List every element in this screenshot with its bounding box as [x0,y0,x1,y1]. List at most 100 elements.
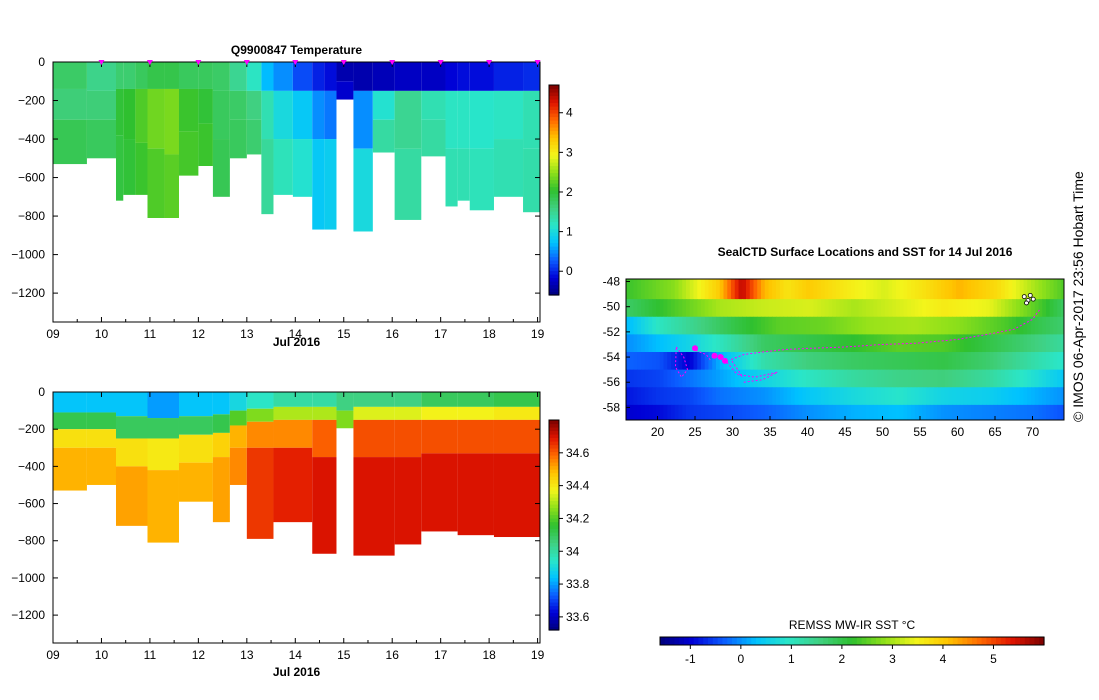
temperature-cell [115,62,124,89]
sst-cell [671,316,676,335]
sst-cell [693,369,698,388]
sst-cell [731,334,736,353]
sst-cell [663,369,668,388]
sst-cell [1042,404,1047,420]
sst-map-x-tick-label: 35 [763,425,777,439]
sst-cell [1016,387,1021,406]
sst-cell [937,352,942,371]
sst-map-y-tick-label: -50 [603,300,621,314]
sst-cell [708,334,713,353]
sst-cell [1053,404,1058,420]
sst-cell [918,369,923,388]
temperature-colorbar-segment [549,102,559,107]
salinity-colorbar-segment [549,598,559,603]
sst-cell [1038,387,1043,406]
sst-cell [734,316,740,335]
sst-cell [644,369,650,388]
sst-cell [963,404,968,420]
sst-cell [944,316,950,335]
sst-cell [971,279,976,300]
sst-cell [884,316,890,335]
sst-cell [794,404,800,420]
sst-cell [633,369,638,388]
sst-colorbar-segment [732,637,738,645]
sst-cell [1004,334,1010,353]
sst-cell [779,387,785,406]
sst-cell [712,404,717,420]
sst-cell [764,404,770,420]
sst-cell [719,299,725,318]
salinity-cell [273,447,313,523]
temperature-cell [115,88,124,136]
sst-cell [929,352,935,371]
sst-cell [873,369,878,388]
sst-cell [1027,299,1032,318]
sst-cell [869,369,875,388]
sst-cell [956,352,961,371]
sst-cell [697,334,702,353]
sst-cell [824,334,830,353]
sst-cell [854,404,860,420]
sst-cell [772,316,777,335]
sst-cell [839,279,845,300]
salinity-cell [115,392,148,417]
sst-cell [663,352,668,371]
salinity-colorbar-segment [549,476,559,481]
sst-cell [1031,279,1036,300]
sst-colorbar-segment [813,637,819,645]
sst-cell [986,279,991,300]
sst-cell [779,334,785,353]
sst-cell [764,387,770,406]
sst-cell [1023,369,1028,388]
seal-track [693,308,1041,378]
sst-cell [813,404,818,420]
sst-cell [641,404,646,420]
sst-cell [914,334,920,353]
sst-cell [854,334,860,353]
sst-cell [1023,279,1028,300]
sst-cell [626,352,631,371]
sst-cell [697,387,702,406]
sst-cell [648,279,653,300]
sst-cell [663,334,668,353]
temperature-cell [469,62,494,91]
sst-cell [716,299,721,318]
salinity-colorbar-segment [549,490,559,495]
sst-cell [686,316,691,335]
sst-cell [734,334,740,353]
sst-cell [813,299,818,318]
sst-cell [686,279,691,300]
sst-cell [659,352,665,371]
sst-cell [704,299,710,318]
salinity-colorbar-segment [549,539,559,544]
temperature-cell [178,131,199,176]
sst-cell [806,387,811,406]
sst-cell [941,279,946,300]
sst-cell [843,334,848,353]
sst-cell [1012,352,1017,371]
sst-cell [989,352,995,371]
sst-cell [843,316,848,335]
temperature-colorbar-segment [549,253,559,258]
sst-cell [644,404,650,420]
sst-cell [712,334,717,353]
temperature-cell [457,90,470,149]
sst-cell [884,387,890,406]
sst-cell [866,316,871,335]
temperature-cell [53,88,87,120]
salinity-colorbar-segment [549,479,559,484]
salinity-colorbar-segment [549,546,559,551]
sst-cell [734,387,740,406]
sst-cell [836,316,841,335]
sst-cell [712,279,717,300]
sst-cell [952,369,957,388]
temperature-y-tick-label: −1200 [11,286,45,300]
sst-cell [701,316,706,335]
sst-cell [1057,404,1062,420]
sst-cell [723,334,728,353]
salinity-colorbar-segment [549,577,559,582]
temperature-cell [147,148,165,218]
sst-cell [731,316,736,335]
sst-cell [944,299,950,318]
sst-cell [787,404,792,420]
